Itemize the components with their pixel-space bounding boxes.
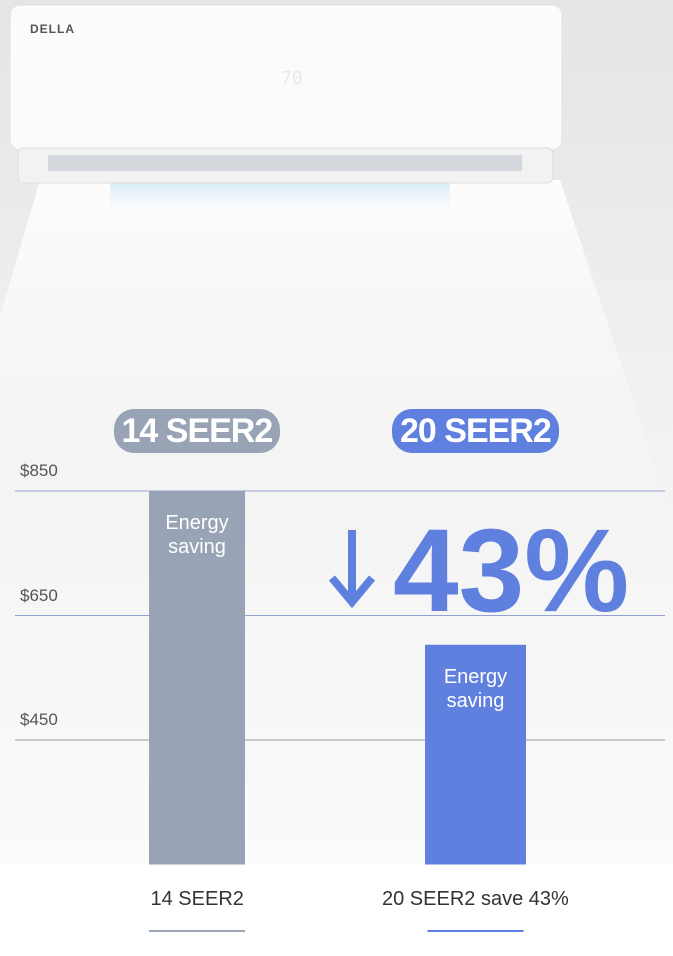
y-tick-label: $450 [20, 710, 58, 730]
stage: DELLA 70 $450 $650 $850 Energy saving 14 SEE… [0, 0, 673, 956]
ac-louver [48, 155, 522, 171]
airflow [0, 180, 673, 520]
y-tick-label: $650 [20, 586, 58, 606]
ac-display: 70 [281, 68, 303, 89]
category-badge: 20 SEER2 [392, 409, 559, 453]
y-tick-label: $850 [20, 461, 58, 481]
page: DELLA 70 $450 $650 $850 Energy saving 14 SEE… [0, 0, 673, 956]
footer-band [0, 863, 673, 956]
bar-label: Energy saving [152, 511, 242, 559]
brand: DELLA [30, 22, 75, 36]
bar-label: Energy saving [431, 665, 521, 713]
annotation: 43% [393, 512, 629, 630]
category-badge: 14 SEER2 [114, 409, 281, 453]
illustration [0, 0, 673, 956]
bottom-label: 20 SEER2 save 43% [382, 888, 569, 911]
bottom-label: 14 SEER2 [151, 888, 244, 911]
